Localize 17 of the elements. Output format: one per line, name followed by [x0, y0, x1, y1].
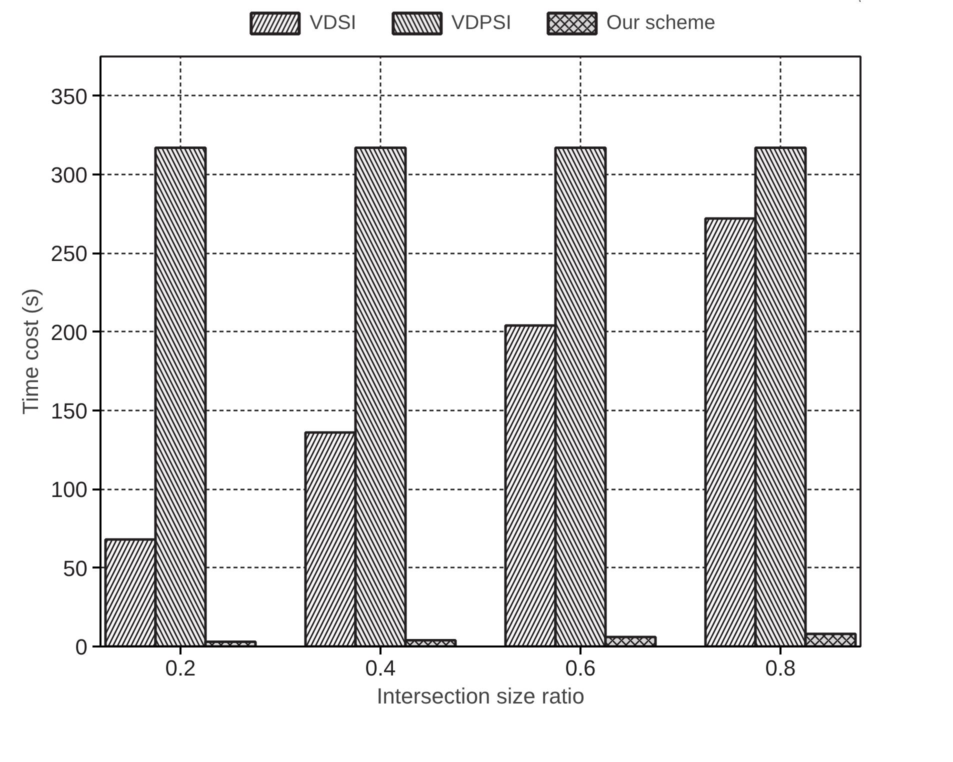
y-tick-label: 0: [75, 634, 88, 660]
y-tick-label: 150: [50, 398, 88, 424]
y-tick-label: 300: [50, 162, 88, 188]
y-tick-label: 350: [50, 84, 88, 109]
y-tick-label: 200: [50, 320, 88, 345]
x-axis-title: Intersection size ratio: [376, 684, 584, 708]
x-tick-label: 0.6: [565, 656, 596, 680]
x-tick-label: 0.2: [165, 656, 196, 680]
legend-label: Our scheme: [606, 12, 716, 34]
y-tick-label: 50: [63, 556, 88, 581]
x-tick-label: 0.8: [765, 656, 796, 680]
legend-label: VDPSI: [451, 12, 512, 34]
y-tick-label: 250: [50, 241, 88, 266]
y-axis-title: Time cost (s): [18, 288, 43, 415]
y-tick-label: 100: [50, 477, 88, 502]
x-tick-label: 0.4: [365, 656, 396, 680]
legend-label: VDSI: [310, 12, 356, 34]
